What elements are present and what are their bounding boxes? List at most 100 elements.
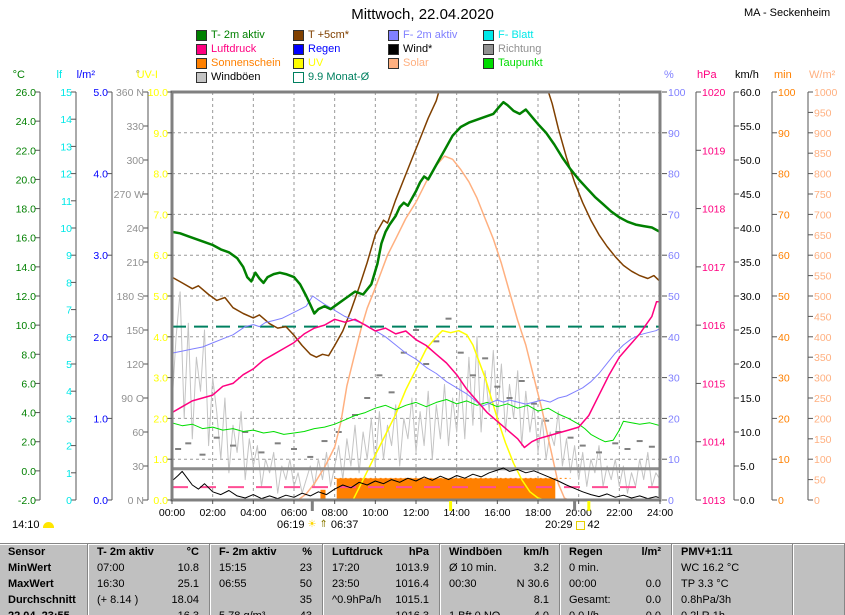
tick-label-min: 70 <box>778 209 790 221</box>
tick-label-degC: 26.0 <box>16 87 37 99</box>
tick-label-hpa: 1014 <box>702 437 726 449</box>
sun-icon <box>42 522 54 528</box>
legend-checkbox-icon[interactable] <box>196 72 207 83</box>
tick-label-pct: 0 <box>668 495 674 507</box>
tick-label-hpa: 1013 <box>702 495 726 507</box>
cell-label: 17:20 <box>332 562 360 574</box>
tick-label-hpa: 1016 <box>702 320 726 332</box>
axis-kmh: 60.0 55.0 50.0 45.0 40.0 35.0 30.0 25.0 20.0 15.0… <box>733 69 761 507</box>
legend-item-taupunkt[interactable]: Taupunkt <box>483 58 543 69</box>
axis-unit-kmh: km/h <box>735 69 759 81</box>
table-cell: Sensor <box>0 544 88 560</box>
legend-item-sonnenschein[interactable]: Sonnenschein <box>196 58 281 69</box>
tick-label-pct: 100 <box>668 87 686 99</box>
legend-checkbox-icon[interactable] <box>483 30 494 41</box>
cell-label: ^0.9hPa/h <box>332 594 382 606</box>
legend-item-luftdruck[interactable]: Luftdruck <box>196 44 256 55</box>
table-cell: WC 16.2 °C <box>672 560 793 576</box>
uv-max-time: 14:10 <box>12 519 54 531</box>
tick-label-deg: 330 <box>126 121 144 133</box>
tick-label-pct: 80 <box>668 169 680 181</box>
table-cell: 00:30 N 30.6 <box>440 576 560 592</box>
tick-label-wm2: 750 <box>814 189 832 201</box>
table-cell: T- 2m aktiv °C <box>88 544 210 560</box>
legend-item-uv[interactable]: UV <box>293 58 323 69</box>
legend-checkbox-icon[interactable] <box>483 58 494 69</box>
axis-unit-hpa: hPa <box>697 69 717 81</box>
table-cell <box>793 608 845 615</box>
legend-checkbox-icon[interactable] <box>483 44 494 55</box>
tick-label-deg: 150 <box>126 325 144 337</box>
tick-label-wm2: 700 <box>814 209 832 221</box>
tick-label-deg: 270 W <box>114 189 144 201</box>
legend-checkbox-icon[interactable] <box>196 30 207 41</box>
series-taupunkt <box>172 399 660 443</box>
tick-label-kmh: 60.0 <box>740 87 761 99</box>
legend-checkbox-icon[interactable] <box>293 30 304 41</box>
legend-item-f-2m-aktiv[interactable]: F- 2m aktiv <box>388 30 457 41</box>
cell-label: Gesamt: <box>569 594 611 606</box>
table-cell: 17:20 1013.9 <box>323 560 440 576</box>
legend-checkbox-icon[interactable] <box>196 44 207 55</box>
cell-label: Durchschnitt <box>8 594 76 606</box>
axis-lm2: 5.0 4.0 3.0 2.0 1.0 0.0 l/m² <box>77 69 113 507</box>
series-t-2m-aktiv <box>172 100 660 315</box>
legend-item-richtung[interactable]: Richtung <box>483 44 541 55</box>
tick-label-wm2: 250 <box>814 393 832 405</box>
legend-checkbox-icon[interactable] <box>388 58 399 69</box>
x-tick-label: 12:00 <box>403 507 429 519</box>
legend-checkbox-icon[interactable] <box>196 58 207 69</box>
cell-label: 15:15 <box>219 562 247 574</box>
axis-unit-min: min <box>774 69 792 81</box>
axis-unit-lm2: l/m² <box>77 69 96 81</box>
legend-item-wind-[interactable]: Wind* <box>388 44 432 55</box>
legend-item-9-9-monat-[interactable]: 9.9 Monat-Ø <box>293 72 369 83</box>
x-tick-label: 20:00 <box>566 507 592 519</box>
tick-label-degC: 0.0 <box>21 466 36 478</box>
cell-label: 22.04. 23:55 <box>8 610 70 615</box>
legend-item-label: Sonnenschein <box>211 57 281 69</box>
x-tick-label: 22:00 <box>606 507 632 519</box>
cell-value: 8.1 <box>533 594 549 606</box>
legend-item-t-2m-aktiv[interactable]: T- 2m aktiv <box>196 30 265 41</box>
tick-label-uv: 0.0 <box>153 495 168 507</box>
legend-item-label: Taupunkt <box>498 57 543 69</box>
axis-unit-degC: °C <box>13 69 25 81</box>
legend-checkbox-icon[interactable] <box>293 58 304 69</box>
sunrise-arrow-icon: ⇑ <box>319 519 328 530</box>
tick-label-pct: 10 <box>668 454 680 466</box>
table-row: 22.04. 23:55 16.3 5.78 g/m³ 43 1016.3 1 Bft 0… <box>0 608 845 615</box>
series-wind <box>172 467 660 500</box>
tick-label-deg: 360 N <box>116 87 144 99</box>
legend-item-f-blatt[interactable]: F- Blatt <box>483 30 533 41</box>
tick-label-degC: -2.0 <box>18 495 36 507</box>
cell-label: Luftdruck <box>332 546 383 558</box>
legend-item-solar[interactable]: Solar <box>388 58 429 69</box>
statistics-table: Sensor T- 2m aktiv °C F- 2m aktiv% Luftdruck… <box>0 543 845 615</box>
legend-checkbox-icon[interactable] <box>388 44 399 55</box>
legend-item-t-5cm-[interactable]: T +5cm* <box>293 30 349 41</box>
table-cell: 16:30 25.1 <box>88 576 210 592</box>
tick-label-wm2: 50 <box>814 475 826 487</box>
legend-item-regen[interactable]: Regen <box>293 44 340 55</box>
tick-label-pct: 20 <box>668 413 680 425</box>
cell-value: km/h <box>523 546 549 558</box>
table-cell: Durchschnitt <box>0 592 88 608</box>
table-cell: 0.2l R 1h <box>672 608 793 615</box>
series-windb-en <box>172 291 660 494</box>
cell-value: 1016.3 <box>395 610 429 615</box>
cell-value: 0.0 <box>645 594 661 606</box>
series-uv <box>352 329 545 500</box>
legend-item-label: Regen <box>308 43 341 55</box>
table-row: MinWert 07:00 10.8 15:15 23 17:20 1013.9 Ø 10 m… <box>0 560 845 576</box>
table-cell <box>793 544 845 560</box>
legend-checkbox-icon[interactable] <box>388 30 399 41</box>
legend-checkbox-icon[interactable] <box>293 72 304 83</box>
x-tick-label: 16:00 <box>484 507 510 519</box>
legend-checkbox-icon[interactable] <box>293 44 304 55</box>
cell-label: TP 3.3 °C <box>681 578 729 590</box>
legend-item-windb-en[interactable]: Windböen <box>196 72 261 83</box>
axes: 26.024.022.020.018.016.014.012.010.08.06… <box>13 69 838 507</box>
cell-value: 25.1 <box>177 578 199 590</box>
tick-label-lf: 10 <box>60 223 72 235</box>
